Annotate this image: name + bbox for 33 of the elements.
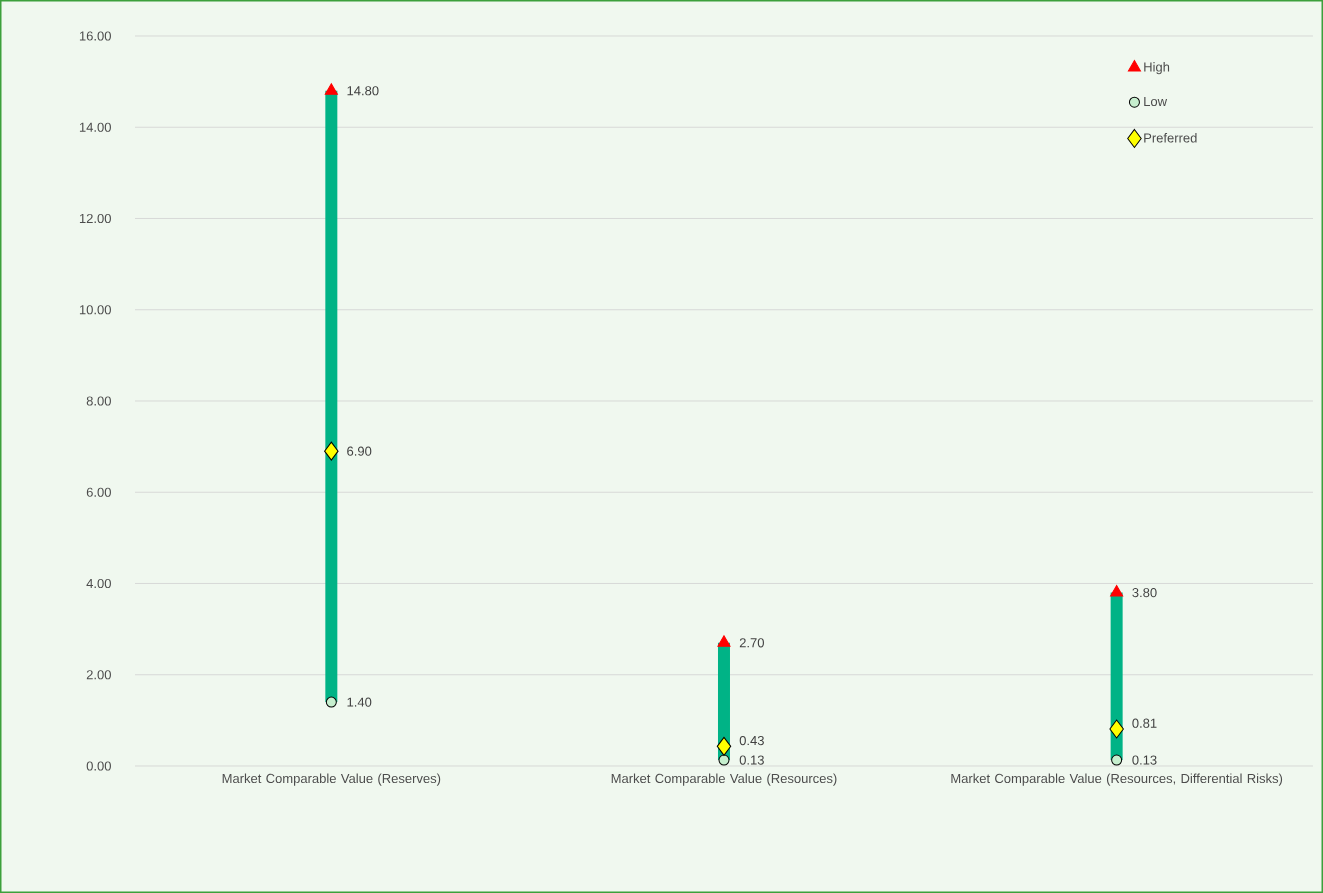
point — [1111, 754, 1123, 766]
y-tick-label: 4.00 — [86, 578, 111, 589]
data-label: 0.13 — [1132, 755, 1157, 765]
data-label: 6.90 — [347, 446, 372, 456]
data-label: 0.13 — [739, 755, 764, 765]
y-tick-label: 0.00 — [86, 761, 111, 771]
data-label: 0.43 — [739, 735, 764, 746]
point — [325, 696, 337, 708]
x-tick-label: Market Comparable Value (Reserves) — [222, 773, 441, 786]
point — [324, 441, 339, 461]
y-tick-label: 10.00 — [79, 305, 111, 315]
y-tick-label: 8.00 — [86, 396, 111, 406]
y-tick-label: 14.00 — [79, 122, 111, 132]
data-label: 14.80 — [347, 86, 379, 96]
data-label: 0.81 — [1132, 718, 1157, 728]
y-tick-label: 12.00 — [79, 213, 111, 224]
y-tick-label: 6.00 — [86, 487, 111, 497]
legend-label: Preferred — [1144, 132, 1197, 143]
data-label: 2.70 — [739, 638, 764, 648]
point — [1110, 585, 1124, 597]
point — [717, 635, 731, 647]
legend-label: Low — [1144, 97, 1168, 107]
point — [718, 754, 730, 766]
legend-label: High — [1144, 62, 1170, 75]
x-tick-label: Market Comparable Value (Resources) — [611, 773, 837, 786]
x-tick-label: Market Comparable Value (Resources, Differential Risks) — [951, 773, 1283, 786]
point — [1109, 719, 1124, 739]
data-label: 3.80 — [1132, 588, 1157, 598]
point — [716, 736, 732, 756]
data-label: 1.40 — [347, 697, 372, 707]
point — [324, 83, 338, 95]
y-tick-label: 2.00 — [86, 670, 111, 680]
y-tick-label: 16.00 — [79, 31, 111, 41]
